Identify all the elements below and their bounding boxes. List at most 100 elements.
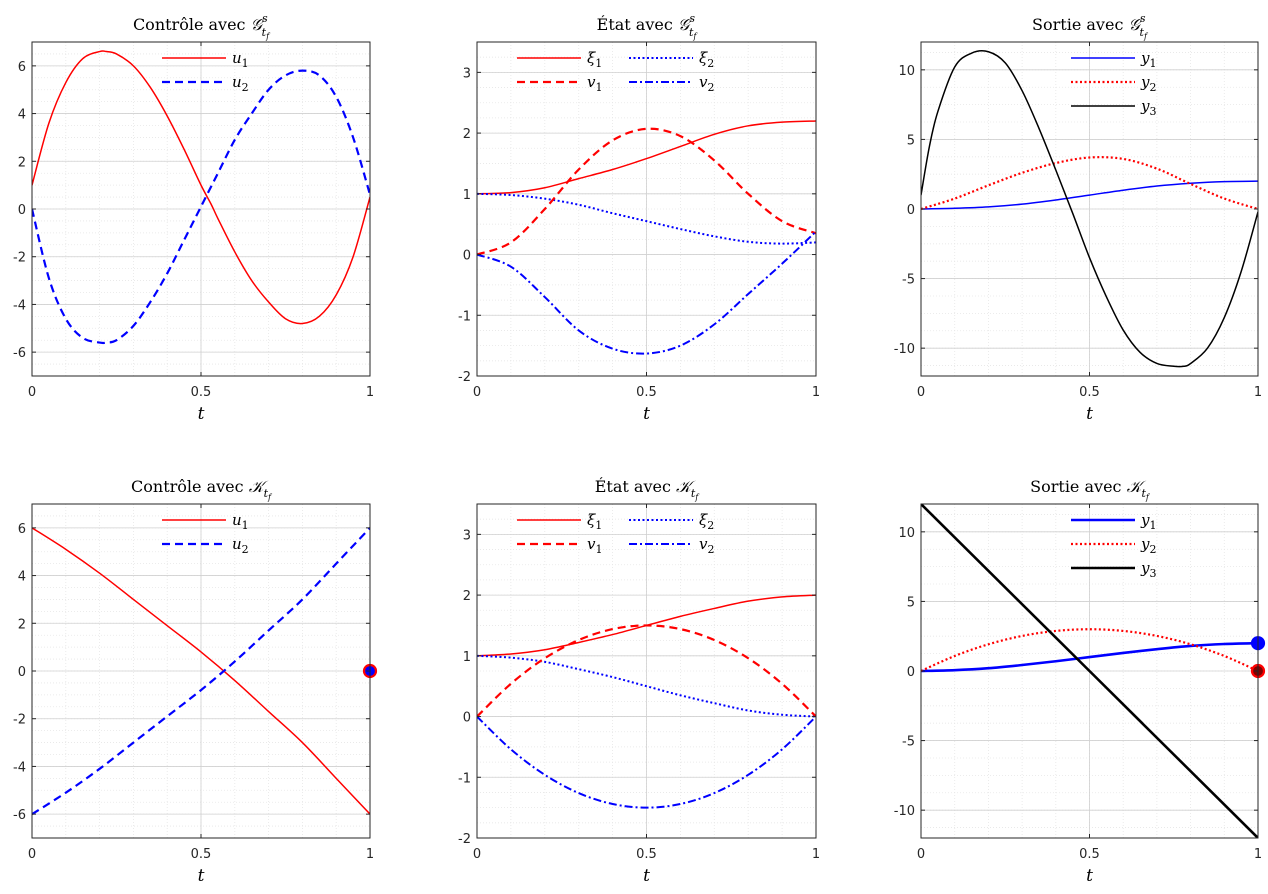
series-line-y2 [921, 628, 1258, 673]
series-line-v1 [477, 624, 816, 718]
y-tick-label: 5 [907, 133, 915, 148]
y-tick-label: -10 [894, 804, 915, 819]
legend: ξ1 ξ2 v1 v2 [517, 49, 714, 94]
series-line-v2 [477, 715, 816, 809]
x-axis-label: t [198, 866, 205, 886]
series-line-v1 [477, 127, 816, 256]
x-tick-label: 0 [473, 847, 481, 862]
x-axis-label: t [643, 866, 650, 886]
series-line-v2 [477, 230, 816, 355]
legend-label-u1: u1 [232, 511, 249, 532]
y-tick-label: 4 [18, 570, 26, 585]
legend-label-ξ2: ξ2 [699, 511, 714, 532]
x-tick-label: 1 [1254, 385, 1262, 400]
y-tick-label: -5 [902, 735, 915, 750]
x-tick-label: 0.5 [191, 385, 212, 400]
series-group [921, 504, 1258, 838]
series-group [477, 120, 816, 355]
x-tick-label: 0.5 [1079, 847, 1100, 862]
legend: ξ1 ξ2 v1 v2 [517, 511, 714, 556]
y-tick-label: 0 [907, 203, 915, 218]
x-tick-label: 0 [917, 847, 925, 862]
series-line-y3 [921, 504, 1258, 838]
legend-label-ξ2: ξ2 [699, 49, 714, 70]
series-line-ξ2 [477, 192, 816, 245]
y-tick-label: 10 [898, 526, 915, 541]
y-tick-label: 4 [18, 108, 26, 123]
legend-label-ξ1: ξ1 [587, 511, 602, 532]
y-tick-label: 1 [463, 188, 471, 203]
y-tick-label: -1 [458, 309, 471, 324]
x-tick-label: 0 [28, 385, 36, 400]
y-tick-label: 10 [898, 64, 915, 79]
y-tick-label: -6 [13, 808, 26, 823]
series-line-y1 [921, 641, 1258, 673]
x-tick-label: 0.5 [636, 385, 657, 400]
y-tick-label: -2 [13, 713, 26, 728]
x-tick-label: 1 [812, 385, 820, 400]
x-axis-label: t [198, 404, 205, 424]
y-tick-label: 1 [463, 650, 471, 665]
chart-title: Contrôle avec 𝒢s tf [133, 12, 271, 41]
legend-label-v2: v2 [699, 535, 714, 556]
series-line-u2 [32, 69, 370, 345]
series-line-y3 [921, 50, 1258, 368]
y-tick-label: 2 [463, 589, 471, 604]
y-tick-label: -5 [902, 273, 915, 288]
series-line-y1 [921, 180, 1258, 210]
chart-title: Sortie avec 𝒢s tf [1032, 12, 1149, 41]
y-tick-label: 0 [907, 665, 915, 680]
y-tick-label: 0 [463, 249, 471, 264]
x-tick-label: 1 [366, 847, 374, 862]
y-tick-label: -4 [13, 760, 26, 775]
series-group [477, 594, 816, 809]
y-tick-label: 0 [18, 665, 26, 680]
y-tick-label: 6 [18, 60, 26, 75]
x-tick-label: 1 [1254, 847, 1262, 862]
chart-title: État avec 𝒦tf [595, 476, 701, 502]
chart-5: 0 0.5 1 -2 -1 0 1 2 3 t État avec 𝒦tf ξ1 ξ2 v1 v2 [458, 476, 820, 886]
y-tick-label: 3 [463, 66, 471, 81]
chart-3: 0 0.5 1 -10 -5 0 5 10 t Sortie avec 𝒢s tf y1 y2 y3 [894, 12, 1262, 424]
legend-label-y2: y2 [1140, 73, 1156, 94]
x-tick-label: 1 [366, 385, 374, 400]
chart-title: État avec 𝒢s tf [597, 12, 699, 41]
y-tick-label: 2 [18, 155, 26, 170]
series-group [32, 50, 370, 345]
legend-label-u1: u1 [232, 49, 249, 70]
legend: y1 y2 y3 [1071, 49, 1156, 118]
y-tick-label: -2 [13, 251, 26, 266]
y-tick-label: -6 [13, 346, 26, 361]
legend-label-v1: v1 [587, 535, 602, 556]
y-tick-label: -2 [458, 832, 471, 847]
x-axis-label: t [643, 404, 650, 424]
y-tick-label: 0 [463, 711, 471, 726]
legend-label-y1: y1 [1140, 49, 1156, 70]
y-tick-label: -2 [458, 370, 471, 385]
chart-title: Sortie avec 𝒦tf [1030, 477, 1151, 502]
y-tick-label: 0 [18, 203, 26, 218]
x-tick-label: 1 [812, 847, 820, 862]
x-tick-label: 0 [917, 385, 925, 400]
legend-label-ξ1: ξ1 [587, 49, 602, 70]
y-tick-label: 2 [463, 127, 471, 142]
y-tick-label: 6 [18, 522, 26, 537]
legend-label-u2: u2 [232, 535, 249, 556]
legend: y1 y2 y3 [1071, 511, 1156, 580]
legend-label-y3: y3 [1140, 97, 1156, 118]
chart-title: Contrôle avec 𝒦tf [131, 477, 273, 502]
y-tick-label: -1 [458, 771, 471, 786]
chart-2: 0 0.5 1 -2 -1 0 1 2 3 t État avec 𝒢s tf ξ1 ξ2 v1 v2 [458, 12, 820, 424]
series-line-ξ1 [477, 120, 816, 195]
x-tick-label: 0 [473, 385, 481, 400]
series-group [921, 50, 1258, 368]
series-line-u1 [32, 50, 370, 325]
series-group [32, 527, 370, 816]
y-tick-label: -4 [13, 298, 26, 313]
y-tick-label: 2 [18, 617, 26, 632]
